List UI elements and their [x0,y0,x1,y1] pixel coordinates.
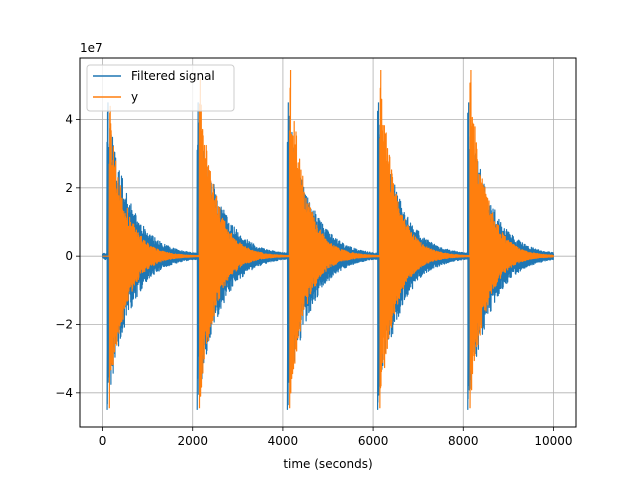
y-offset-text: 1e7 [80,41,103,55]
y-tick-label: −2 [55,318,73,332]
x-tick-label: 8000 [448,434,479,448]
y-tick-label: −4 [55,386,73,400]
x-tick-label: 6000 [358,434,389,448]
series-line [102,69,555,409]
y-tick-label: 2 [65,181,73,195]
y-axis: −4 −2 0 2 4 [55,113,80,400]
plot-frame [79,57,577,428]
legend: Filtered signal y [86,64,235,112]
x-tick-label: 2000 [177,434,208,448]
legend-box [86,64,235,112]
x-tick-label: 0 [99,434,107,448]
x-tick-label: 10000 [534,434,572,448]
x-axis: 0 2000 4000 6000 8000 10000 [99,427,573,448]
y-tick-label: 4 [65,113,73,127]
x-axis-label: time (seconds) [283,457,372,471]
x-tick-label: 4000 [268,434,299,448]
legend-label-filtered-signal: Filtered signal [131,69,215,83]
y-tick-label: 0 [65,249,73,263]
legend-label-y: y [131,90,138,104]
series-layer [101,69,555,410]
